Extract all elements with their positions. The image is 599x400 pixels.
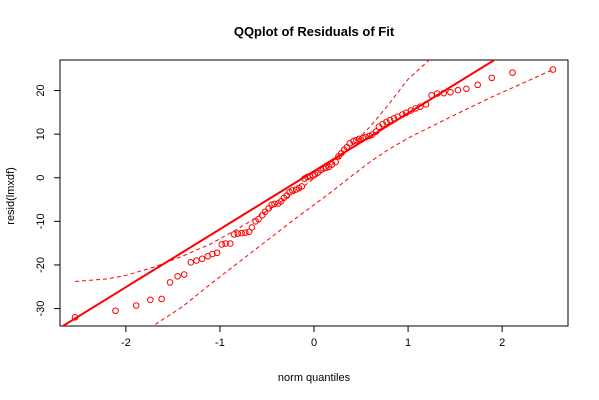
data-point [230, 231, 238, 238]
data-point [147, 296, 154, 304]
y-axis: -30 -20 -10 0 10 20 [35, 84, 61, 317]
data-point [332, 158, 339, 166]
data-point [238, 229, 245, 237]
data-point [174, 272, 181, 280]
data-point [226, 240, 234, 247]
data-point [132, 302, 140, 309]
data-point [309, 172, 317, 179]
data-point [372, 128, 380, 135]
data-point [298, 183, 306, 190]
data-point [488, 74, 496, 82]
x-tick-label: -1 [215, 337, 225, 349]
data-point [463, 85, 470, 93]
data-point [198, 255, 206, 263]
data-point [390, 115, 398, 122]
lower-envelope [151, 69, 554, 326]
data-point [222, 240, 229, 247]
data-point [71, 313, 79, 321]
data-point [187, 259, 195, 266]
x-tick-label: -2 [121, 337, 131, 349]
y-tick-label: 20 [35, 84, 47, 96]
data-point [447, 88, 454, 96]
y-axis-label: resid(lmxdf) [5, 167, 17, 224]
data-point [193, 257, 200, 264]
x-tick-label: 2 [499, 337, 505, 349]
y-tick-label: 10 [35, 128, 47, 140]
data-point [158, 295, 165, 303]
data-point [213, 249, 221, 257]
data-point [209, 250, 216, 258]
data-point [320, 165, 327, 172]
data-point [509, 69, 516, 76]
chart-title: QQplot of Residuals of Fit [234, 24, 395, 39]
data-point [422, 101, 430, 108]
data-point [355, 135, 363, 143]
data-point [433, 90, 441, 97]
data-point [289, 187, 296, 194]
data-point [386, 116, 394, 124]
data-point [383, 118, 390, 126]
data-point [359, 134, 367, 142]
y-tick-label: 0 [35, 175, 47, 181]
x-tick-label: 1 [405, 337, 411, 349]
y-tick-label: -10 [35, 213, 47, 229]
data-point [261, 208, 269, 216]
upper-envelope [75, 60, 430, 282]
data-point [350, 137, 357, 145]
data-point [248, 224, 256, 231]
x-axis: -2 -1 0 1 2 [121, 325, 505, 349]
data-point [112, 307, 119, 315]
data-point [549, 66, 557, 73]
data-point [322, 164, 330, 172]
data-point [474, 81, 481, 89]
data-point [362, 133, 370, 141]
data-point [218, 241, 226, 248]
y-tick-label: -30 [35, 301, 47, 317]
data-point [166, 279, 174, 286]
data-point [268, 201, 275, 209]
data-point [399, 111, 406, 118]
x-axis-label: norm quantiles [278, 372, 351, 384]
confidence-envelopes [75, 60, 554, 326]
data-point [454, 86, 462, 94]
data-point [428, 92, 435, 99]
data-point [180, 271, 188, 278]
data-point [255, 215, 262, 223]
data-point [417, 103, 424, 110]
residual-points [71, 66, 557, 321]
data-point [440, 89, 448, 97]
data-point [271, 200, 278, 208]
plot-frame [59, 59, 569, 327]
data-point [242, 229, 249, 236]
x-tick-label: 0 [311, 337, 317, 349]
data-point [234, 230, 242, 237]
y-tick-label: -20 [35, 257, 47, 273]
